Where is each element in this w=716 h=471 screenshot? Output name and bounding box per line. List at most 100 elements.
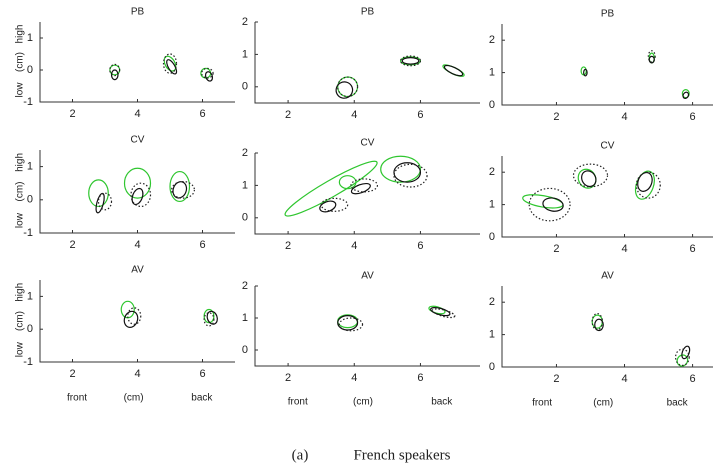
ellipse [131,187,144,206]
x-tick-label: 6 [690,373,696,385]
ellipse [320,197,349,212]
ellipse [431,308,456,319]
x-tick-label: 6 [199,239,205,251]
x-tick-label: 4 [134,108,140,120]
ellipse [109,63,121,77]
ellipse [591,312,603,331]
x-tick-label: 4 [134,368,140,380]
y-label: low [15,212,26,228]
ellipse [443,64,464,77]
x-label: (cm) [353,397,373,408]
y-tick-label: 1 [27,290,33,302]
y-tick-label: 0 [27,194,33,206]
x-tick-label: 4 [621,373,627,385]
ellipse [393,162,422,183]
x-tick-label: 6 [417,109,423,121]
y-label: (cm) [15,311,26,331]
ellipse [88,179,109,208]
y-label: low [15,341,26,357]
y-tick-label: 1 [27,32,33,44]
ellipse [380,155,422,183]
x-tick-label: 6 [690,111,696,123]
ellipse [594,318,604,332]
axes [254,153,480,235]
x-tick-label: 2 [285,240,291,252]
ellipse [130,182,152,208]
ellipse [637,171,653,192]
ellipse [393,163,428,188]
x-tick-label: 2 [69,108,75,120]
x-label: back [667,398,689,409]
panel-title: CV [361,138,375,149]
axes [39,150,235,234]
x-label: (cm) [593,398,613,409]
y-tick-label: 0 [242,344,248,356]
ellipse [522,194,564,209]
ellipse [203,312,215,327]
y-tick-label: 0 [489,99,495,111]
y-tick-label: 2 [242,147,248,159]
y-tick-label: 1 [27,161,33,173]
axes [254,22,480,104]
panel-title: CV [131,135,145,146]
y-tick-label: 0 [27,323,33,335]
ellipse [338,175,357,190]
ellipse [97,192,113,211]
ellipse [162,53,178,74]
x-tick-label: 6 [417,372,423,384]
y-tick-label: 2 [489,296,495,308]
ellipse [335,81,354,99]
ellipse [338,317,364,332]
x-tick-label: 2 [69,239,75,251]
ellipse [201,67,214,79]
ellipse [166,59,178,75]
x-tick-label: 2 [553,243,559,255]
ellipse [120,300,135,319]
y-tick-label: 0 [489,361,495,373]
x-label: front [67,393,87,404]
y-tick-label: 2 [242,16,248,28]
ellipse [204,71,214,82]
y-tick-label: 1 [489,67,495,79]
x-tick-label: 4 [351,109,357,121]
panel-title: PB [131,7,145,18]
y-tick-label: 0 [489,231,495,243]
y-label: (cm) [15,182,26,202]
x-tick-label: 4 [134,239,140,251]
ellipse [647,50,656,63]
y-tick-label: 2 [489,34,495,46]
y-label: high [15,283,26,302]
caption-label: (a) [292,447,309,463]
x-tick-label: 6 [690,243,696,255]
ellipse [635,171,661,199]
ellipse [350,182,371,195]
y-tick-label: 1 [489,199,495,211]
panel-title: PB [361,7,375,18]
y-tick-label: 1 [242,179,248,191]
ellipse [319,200,337,213]
ellipse [634,170,655,200]
panel-title: AV [131,265,144,276]
y-label: high [15,25,26,44]
x-tick-label: 6 [417,240,423,252]
y-tick-label: -1 [23,227,33,239]
panel-title: AV [601,271,614,282]
ellipse [583,68,588,77]
ellipse [169,170,191,203]
axes [501,156,713,238]
y-tick-label: 1 [242,312,248,324]
ellipse [127,307,142,325]
ellipse [399,55,422,67]
ellipse [206,310,218,325]
ellipse [674,348,690,366]
x-label: back [191,393,213,404]
x-tick-label: 2 [69,368,75,380]
ellipse [171,180,195,199]
x-tick-label: 2 [285,109,291,121]
panel-title: PB [601,9,615,20]
x-tick-label: 2 [553,373,559,385]
x-tick-label: 6 [199,368,205,380]
y-label: high [15,153,26,172]
ellipse [401,57,420,65]
caption-text: French speakers [353,447,450,463]
